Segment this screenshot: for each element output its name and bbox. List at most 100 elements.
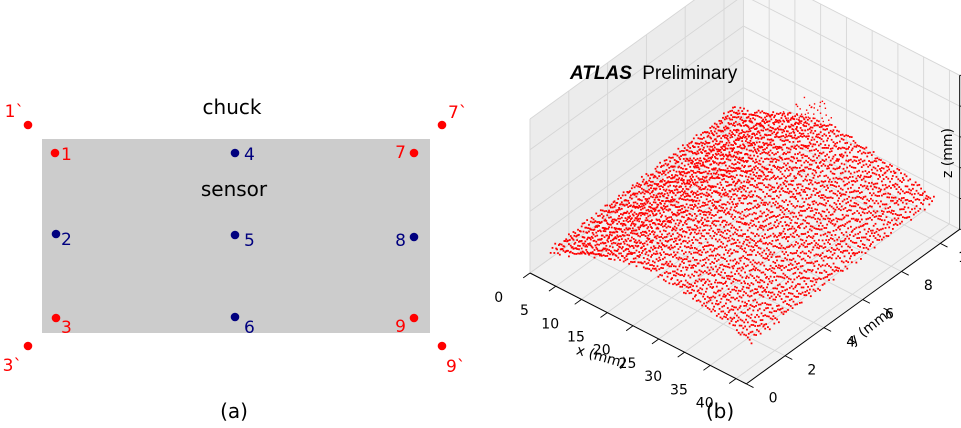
scatter-point [675,160,678,163]
scatter-point [663,236,666,239]
scatter-point [802,132,805,135]
scatter-point [871,188,874,191]
scatter-point [710,150,713,153]
scatter-point [793,136,796,139]
scatter-point [824,218,827,221]
scatter-point [620,255,623,257]
scatter-point [740,181,743,184]
scatter-point [756,262,758,265]
scatter-point [626,203,629,206]
scatter-point [693,247,696,249]
scatter-point [780,157,783,160]
scatter-point [819,105,821,107]
scatter-point [797,211,800,214]
scatter-point [799,159,802,162]
scatter-point [672,176,675,179]
scatter-point [672,185,675,187]
scatter-point [886,196,889,199]
scatter-point [598,224,600,227]
scatter-point [787,192,790,195]
scatter-point [832,167,835,170]
scatter-point [873,246,876,249]
scatter-point [627,191,630,194]
scatter-point [932,195,935,198]
scatter-point [669,191,672,194]
scatter-point [664,253,667,256]
scatter-point [620,228,622,231]
scatter-point [760,322,763,325]
scatter-point [643,224,646,227]
scatter-point [635,205,638,208]
scatter-point [642,221,645,224]
scatter-point [714,152,717,155]
scatter-point [781,114,784,117]
scatter-point [882,193,885,196]
scatter-point [737,150,740,153]
scatter-point [913,207,916,210]
scatter-point [730,147,733,150]
scatter-point [849,225,852,228]
scatter-point [743,166,745,169]
scatter-point [840,153,843,156]
scatter-point [908,200,911,202]
scatter-point [889,163,891,166]
scatter-point [872,192,875,195]
scatter-point [693,275,695,277]
scatter-point [723,178,725,180]
scatter-point [712,133,714,136]
scatter-point [891,219,893,222]
scatter-point [775,265,777,267]
scatter-point [751,168,754,171]
scatter-point [765,152,767,154]
scatter-point [713,177,716,180]
scatter-point [697,262,700,265]
scatter-point [721,235,724,238]
scatter-point [730,175,733,178]
scatter-point [767,277,770,280]
scatter-point [731,275,734,278]
scatter-point [737,262,740,265]
scatter-point [725,244,728,247]
scatter-point [743,214,746,217]
scatter-point [704,298,706,300]
scatter-point [672,251,675,254]
scatter-point [730,243,733,246]
scatter-point [654,246,657,249]
scatter-point [743,120,745,122]
scatter-point [650,255,652,258]
scatter-point [638,212,641,215]
scatter-point [778,190,781,193]
scatter-point [626,218,629,221]
scatter-point [692,152,694,155]
scatter-point [748,170,751,172]
scatter-point [730,143,733,146]
scatter-point [723,161,726,164]
scatter-point [703,235,705,238]
scatter-point [807,206,810,209]
scatter-point [658,171,661,174]
scatter-point [745,318,747,321]
scatter-point [862,247,865,249]
scatter-point [672,256,674,258]
scatter-point [861,198,864,200]
scatter-point [671,174,673,177]
scatter-point [703,165,706,168]
scatter-point [776,215,779,217]
scatter-point [754,179,756,182]
scatter-point [703,150,706,153]
scatter-point [823,133,826,136]
scatter-point [867,152,870,154]
scatter-point [722,207,725,209]
scatter-point [712,254,715,257]
scatter-point [761,110,764,113]
scatter-point [690,150,693,153]
scatter-point [833,239,836,242]
scatter-point [880,210,883,212]
scatter-point [706,266,709,269]
scatter-point [630,239,632,242]
scatter-point [600,221,603,223]
scatter-point [790,180,793,182]
scatter-point [692,146,695,148]
scatter-point [710,254,713,257]
scatter-point [880,159,882,161]
